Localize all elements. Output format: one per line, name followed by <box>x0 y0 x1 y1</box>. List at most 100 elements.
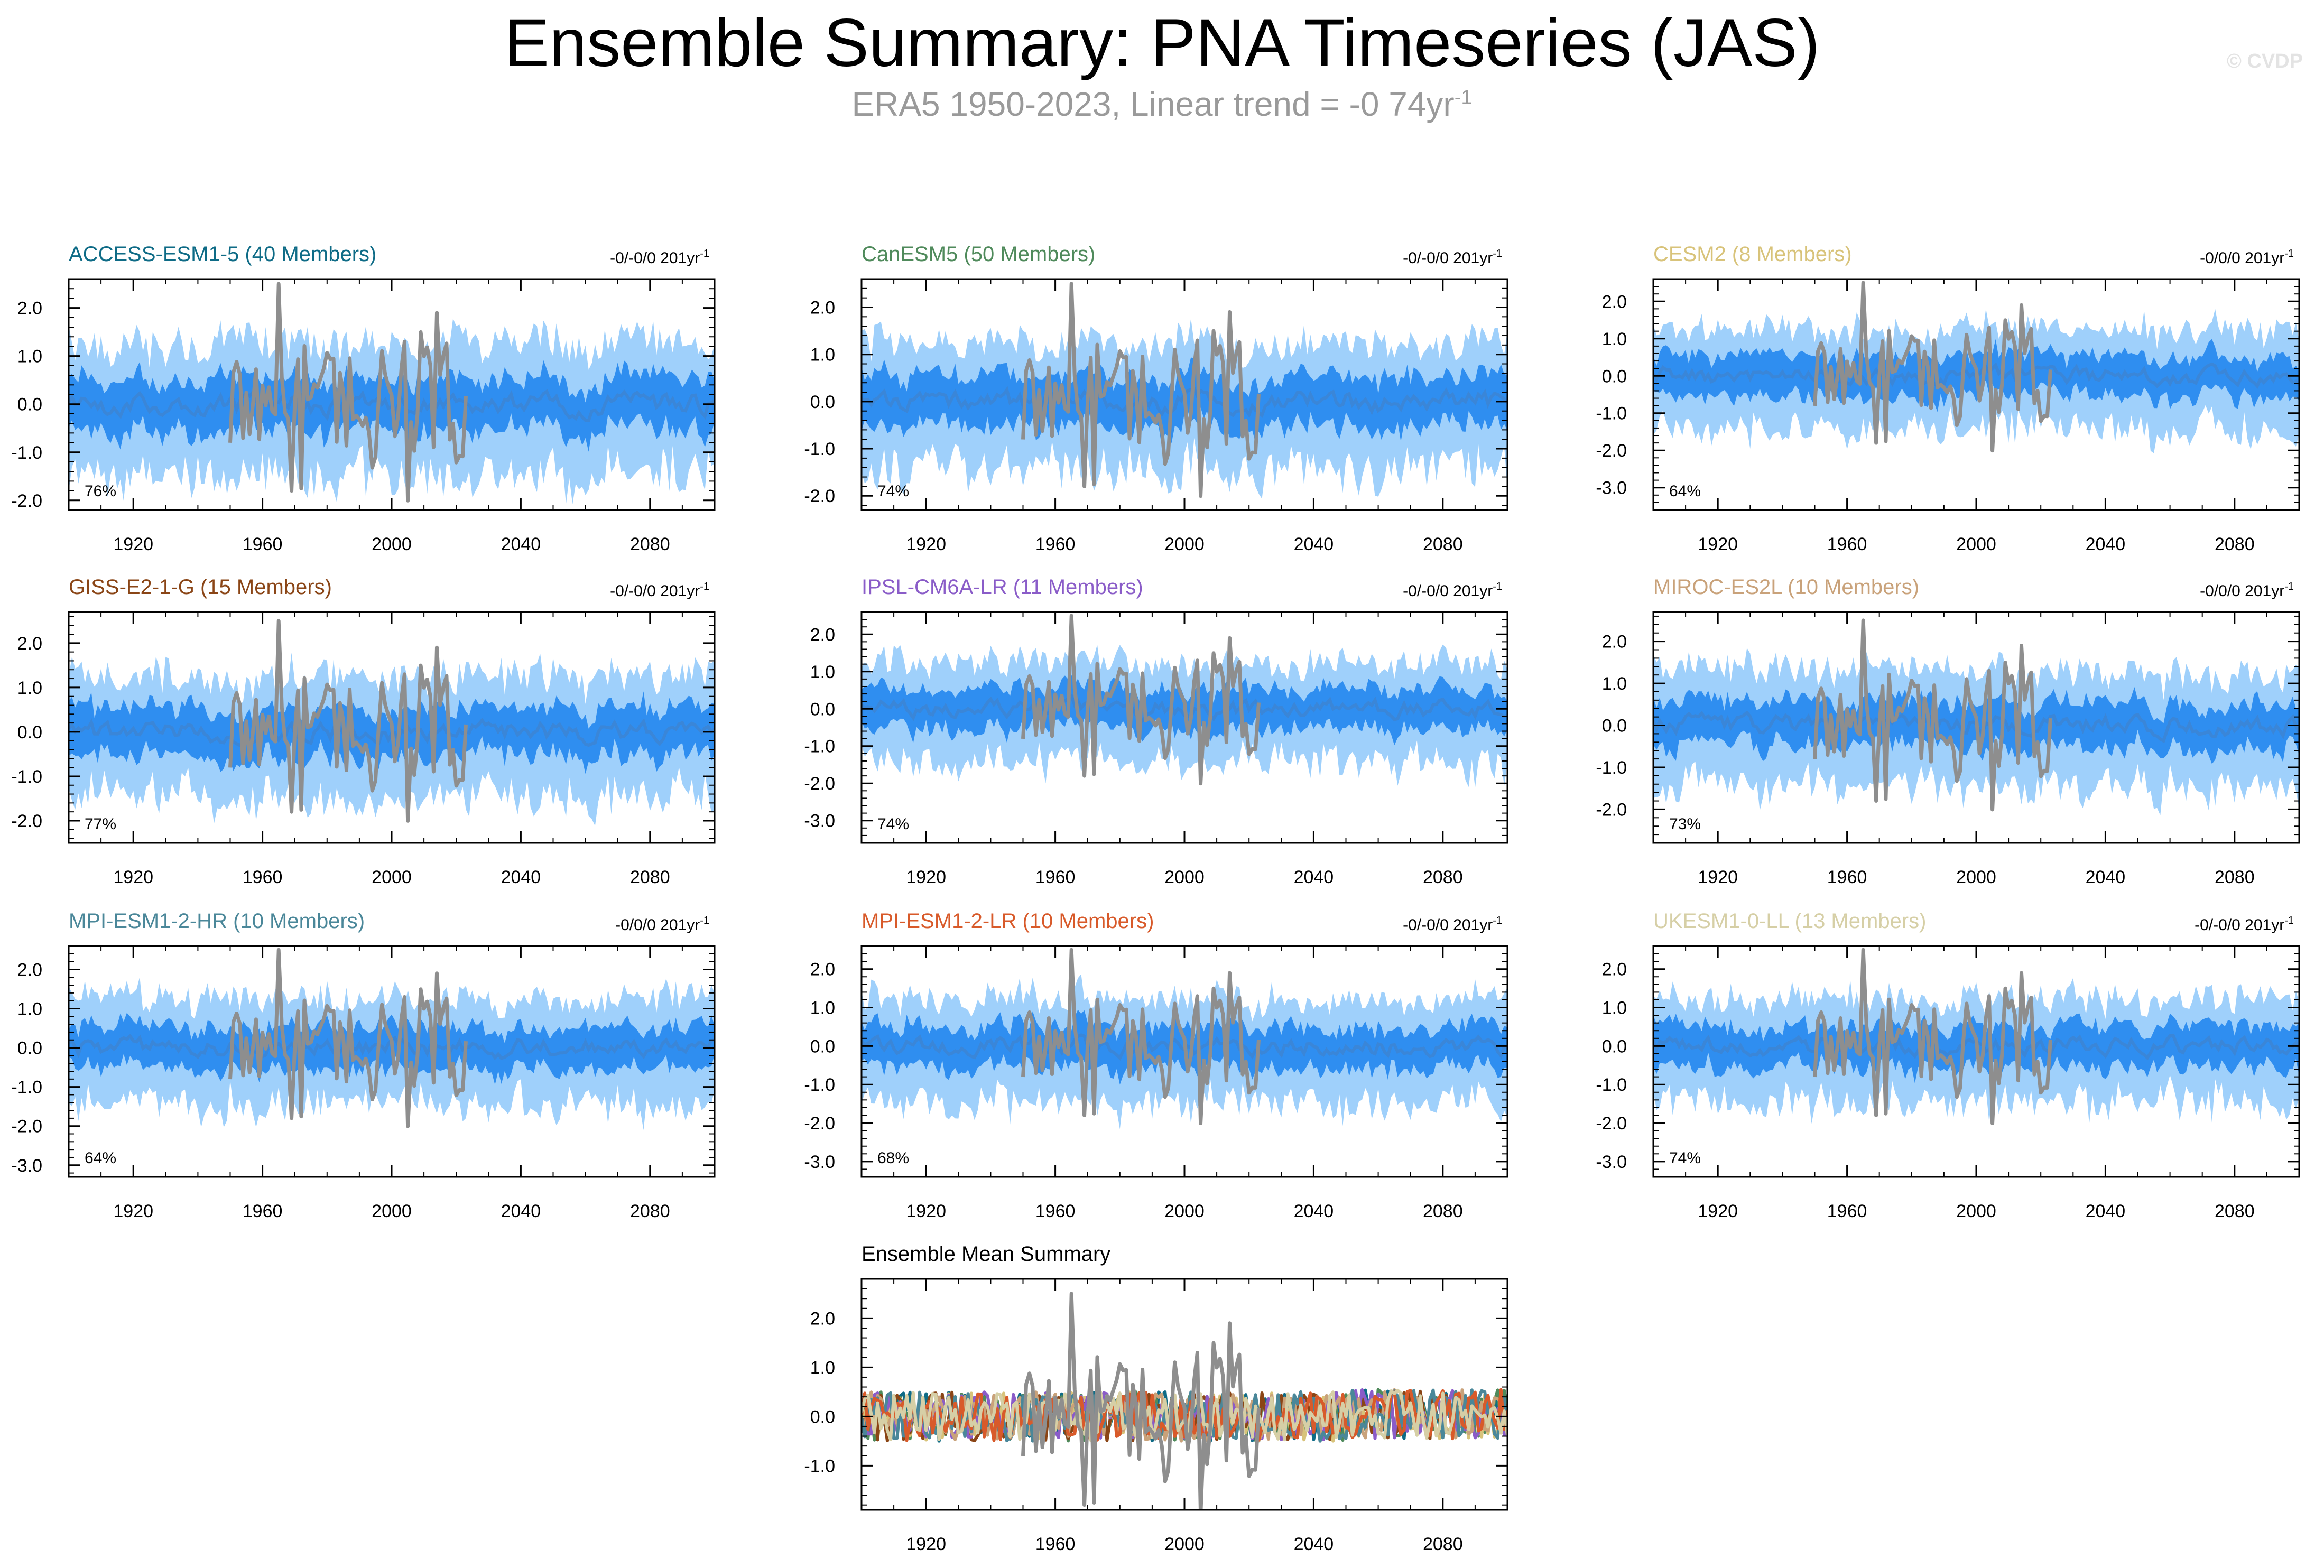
y-tick-label: 1.0 <box>17 347 42 367</box>
plot-area <box>862 614 1507 788</box>
plot-area <box>1653 948 2299 1125</box>
y-tick-label: 1.0 <box>810 662 835 682</box>
y-tick-label: -2.0 <box>11 1117 42 1137</box>
trend-superscript: -1 <box>1493 581 1502 592</box>
y-tick-label: 2.0 <box>1602 960 1627 980</box>
y-tick-label: -1.0 <box>1596 1075 1627 1095</box>
x-tick-label: 2080 <box>1423 867 1463 887</box>
trend-text: -0/0/0 201yr <box>2200 582 2284 600</box>
observed-line <box>228 619 468 823</box>
main-title: Ensemble Summary: PNA Timeseries (JAS) <box>504 5 1820 81</box>
y-tick-label: 2.0 <box>810 625 835 645</box>
subtitle-superscript: -1 <box>1454 86 1473 109</box>
y-tick-label: 0.0 <box>17 722 42 743</box>
panel-title: GISS-E2-1-G (15 Members) <box>69 576 332 599</box>
observed-line <box>228 948 468 1128</box>
observed-line <box>1813 948 2052 1125</box>
chart-panel: 1920 1960 2000 2040 2080 2.0 1.0 0.0 -1.0 -2.0 -3.… <box>1596 910 2300 1221</box>
trend-label: -0/-0/0 201yr-1 <box>2195 915 2294 934</box>
percent-label: 68% <box>877 1149 909 1167</box>
x-tick-label: 1920 <box>906 1201 946 1221</box>
chart-panel: 1920 1960 2000 2040 2080 2.0 1.0 0.0 -1.0 -2.0 Can… <box>804 243 1508 554</box>
x-tick-label: 1960 <box>1035 1534 1076 1554</box>
x-tick-label: 2080 <box>630 534 670 554</box>
trend-superscript: -1 <box>1493 915 1502 926</box>
panel-title: CESM2 (8 Members) <box>1653 243 1852 266</box>
plot-area <box>1653 618 2299 815</box>
x-tick-label: 2000 <box>1956 867 1996 887</box>
plot-area <box>69 948 715 1130</box>
x-tick-label: 1960 <box>1035 1201 1076 1221</box>
trend-superscript: -1 <box>2284 915 2294 926</box>
x-tick-label: 1920 <box>113 534 153 554</box>
x-tick-label: 2040 <box>2086 867 2126 887</box>
x-tick-label: 2080 <box>1423 534 1463 554</box>
x-tick-label: 2000 <box>1164 534 1205 554</box>
trend-text: -0/-0/0 201yr <box>610 249 700 267</box>
x-tick-label: 2040 <box>2086 1201 2126 1221</box>
observed-line <box>1021 614 1261 786</box>
x-tick-label: 1960 <box>1827 867 1867 887</box>
y-tick-label: 1.0 <box>17 678 42 698</box>
plot-area <box>69 282 715 504</box>
y-tick-label: 2.0 <box>810 960 835 980</box>
plot-area <box>862 1292 1507 1510</box>
x-tick-label: 1960 <box>1827 534 1867 554</box>
y-tick-label: 1.0 <box>810 345 835 365</box>
trend-label: -0/-0/0 201yr-1 <box>610 248 709 267</box>
y-tick-label: 0.0 <box>1602 1036 1627 1056</box>
watermark: © CVDP <box>2226 50 2303 72</box>
y-tick-label: 2.0 <box>17 299 42 319</box>
panel-title: Ensemble Mean Summary <box>862 1242 1110 1266</box>
x-tick-label: 1960 <box>1827 1201 1867 1221</box>
trend-superscript: -1 <box>700 915 709 926</box>
y-tick-label: -2.0 <box>1596 441 1627 461</box>
y-tick-label: 0.0 <box>1602 716 1627 736</box>
x-tick-label: 2000 <box>372 1201 412 1221</box>
x-tick-label: 2080 <box>1423 1534 1463 1554</box>
percent-label: 73% <box>1669 815 1701 833</box>
x-tick-label: 2000 <box>372 867 412 887</box>
panel-title: ACCESS-ESM1-5 (40 Members) <box>69 243 376 266</box>
plot-area <box>862 282 1507 499</box>
panel-title: UKESM1-0-LL (13 Members) <box>1653 910 1926 933</box>
y-tick-label: 1.0 <box>1602 998 1627 1018</box>
trend-text: -0/0/0 201yr <box>2200 249 2284 267</box>
y-tick-label: -2.0 <box>804 774 835 794</box>
y-tick-label: 1.0 <box>17 999 42 1019</box>
trend-superscript: -1 <box>700 581 709 592</box>
subtitle: ERA5 1950-2023, Linear trend = -0 74yr-1 <box>0 85 2324 124</box>
y-tick-label: -3.0 <box>1596 1152 1627 1172</box>
trend-label: -0/0/0 201yr-1 <box>2200 581 2294 600</box>
chart-panel: 1920 1960 2000 2040 2080 2.0 1.0 0.0 -1.0 -2.0 GIS… <box>11 576 716 887</box>
y-tick-label: 1.0 <box>1602 674 1627 694</box>
x-tick-label: 2040 <box>1294 1534 1334 1554</box>
y-tick-label: -1.0 <box>804 1456 835 1476</box>
plot-area <box>69 619 715 826</box>
y-tick-label: 0.0 <box>810 392 835 412</box>
y-tick-label: -2.0 <box>1596 1114 1627 1134</box>
y-tick-label: 0.0 <box>1602 366 1627 386</box>
x-tick-label: 2000 <box>1164 1534 1205 1554</box>
trend-label: -0/-0/0 201yr-1 <box>610 581 709 600</box>
x-tick-label: 2000 <box>1956 534 1996 554</box>
trend-superscript: -1 <box>2284 581 2294 592</box>
chart-panel: 1920 1960 2000 2040 2080 2.0 1.0 0.0 -1.0 -2.0 ACC… <box>11 243 716 554</box>
trend-text: -0/0/0 201yr <box>615 916 700 934</box>
y-tick-label: -2.0 <box>11 811 42 831</box>
x-tick-label: 2040 <box>501 534 541 554</box>
x-tick-label: 1920 <box>906 1534 946 1554</box>
panel-title: MIROC-ES2L (10 Members) <box>1653 576 1919 599</box>
x-tick-label: 2080 <box>630 1201 670 1221</box>
y-tick-label: -3.0 <box>804 1152 835 1172</box>
chart-panel: 1920 1960 2000 2040 2080 2.0 1.0 0.0 -1.0 -2.0 -3.… <box>1596 243 2300 554</box>
x-tick-label: 1920 <box>1698 1201 1738 1221</box>
y-tick-label: -1.0 <box>1596 758 1627 778</box>
observed-line <box>1813 618 2052 812</box>
chart-panel: 1920 1960 2000 2040 2080 2.0 1.0 0.0 -1.0 -2.0 MIR… <box>1596 576 2300 887</box>
x-tick-label: 1960 <box>243 1201 283 1221</box>
y-tick-label: -1.0 <box>11 1078 42 1098</box>
x-tick-label: 1920 <box>906 867 946 887</box>
observed-line <box>1021 948 1261 1125</box>
y-tick-label: -3.0 <box>11 1156 42 1176</box>
